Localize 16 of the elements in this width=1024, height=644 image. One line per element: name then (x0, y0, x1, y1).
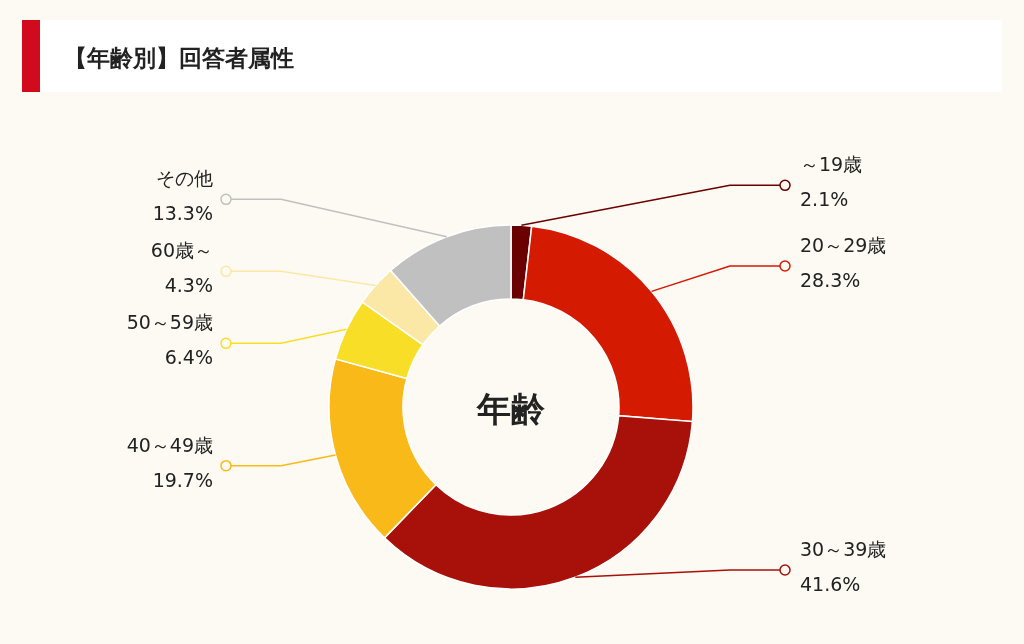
data-label: 6.4% (164, 346, 213, 369)
data-label: 2.1% (800, 188, 849, 211)
slice-label: 20～29歳 (800, 233, 887, 256)
slice-label: 60歳～ (150, 239, 213, 262)
slice-label: ～19歳 (800, 153, 863, 176)
slice-label: 50～59歳 (126, 311, 213, 334)
data-label: 41.6% (800, 573, 861, 595)
chart-title: 【年齢別】回答者属性 (64, 45, 294, 71)
slice-label: 30～39歳 (800, 538, 887, 560)
data-label: 19.7% (152, 468, 213, 491)
data-label: 28.3% (800, 268, 861, 291)
text: 年齢 (476, 389, 545, 429)
data-label: 13.3% (152, 202, 213, 225)
data-label: 4.3% (164, 274, 213, 297)
slice-label: その他 (156, 167, 213, 190)
slice-label: 40～49歳 (126, 433, 213, 456)
